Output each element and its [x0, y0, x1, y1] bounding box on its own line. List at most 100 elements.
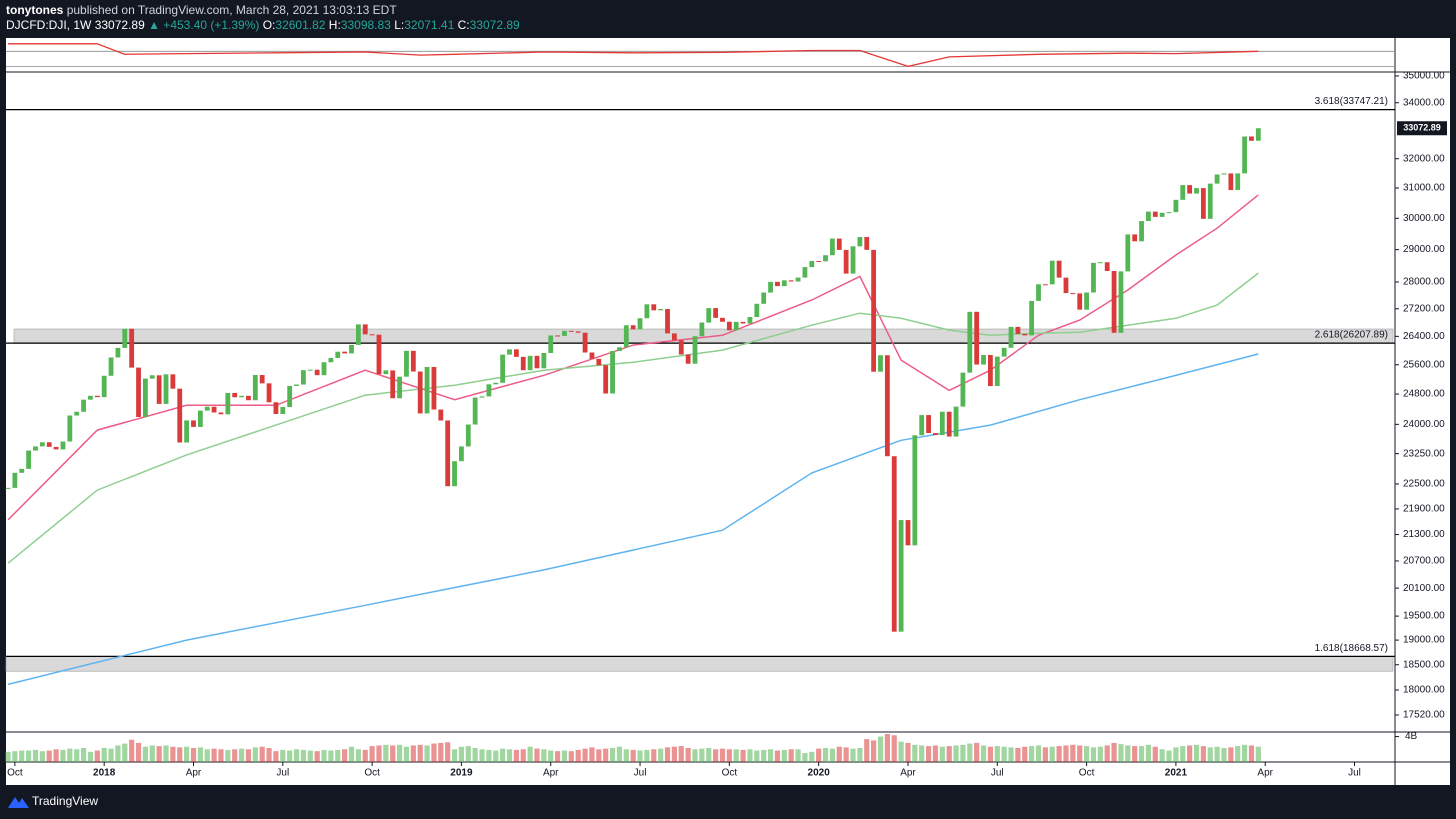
volume-bar — [534, 748, 540, 762]
candle — [417, 371, 423, 414]
candle — [933, 433, 938, 436]
candle — [184, 420, 190, 443]
x-tick-label: Oct — [364, 768, 380, 779]
candle — [301, 370, 306, 385]
y-tick-label: 34000.00 — [1403, 97, 1445, 108]
candle — [1091, 262, 1096, 293]
volume-bar — [1152, 746, 1158, 762]
volume-bar — [1056, 746, 1062, 762]
y-tick-label: 24800.00 — [1403, 389, 1445, 400]
candle — [720, 317, 725, 322]
volume-bar — [1138, 746, 1145, 762]
volume-bar — [1248, 745, 1255, 762]
volume-bar — [1049, 746, 1055, 762]
candle — [541, 352, 547, 369]
y-tick-label: 19000.00 — [1403, 635, 1445, 646]
candle — [981, 355, 986, 365]
candle — [452, 461, 457, 487]
brand[interactable]: TradingView — [32, 794, 98, 808]
volume-bar — [884, 734, 890, 762]
candle — [520, 356, 526, 371]
candle — [1180, 185, 1186, 200]
volume-bar — [500, 748, 506, 762]
candle — [1132, 234, 1138, 242]
candle — [170, 374, 176, 389]
candle — [362, 324, 368, 335]
candle — [1214, 174, 1220, 184]
volume-bar — [1159, 749, 1165, 762]
volume-bar — [94, 750, 100, 762]
candle — [706, 308, 712, 323]
x-tick-label: 2019 — [450, 768, 473, 779]
volume-bar — [101, 748, 107, 762]
volume-bar — [12, 751, 18, 762]
volume-bar — [458, 746, 465, 762]
candle — [830, 238, 835, 256]
volume-bar — [836, 746, 842, 762]
y-tick-label: 19500.00 — [1403, 611, 1445, 622]
candle — [912, 435, 918, 546]
volume-bar — [905, 742, 911, 762]
candle — [823, 255, 828, 262]
candle — [149, 375, 155, 379]
y-tick-label: 35000.00 — [1403, 71, 1445, 82]
candle — [857, 237, 863, 247]
volume-bar — [486, 749, 492, 762]
volume-bar — [623, 749, 629, 762]
candle — [589, 352, 595, 359]
volume-bar — [513, 749, 519, 762]
volume-bar — [740, 749, 746, 762]
candle — [1111, 270, 1117, 333]
candle — [1125, 234, 1131, 272]
volume-bar — [19, 750, 25, 762]
candle — [342, 351, 348, 354]
y-tick-label: 25600.00 — [1403, 359, 1445, 370]
candle — [548, 335, 554, 353]
volume-bar — [816, 748, 822, 762]
candle — [884, 355, 890, 457]
volume-bar — [1063, 745, 1069, 762]
volume-bar — [300, 749, 307, 762]
volume-bar — [266, 748, 272, 762]
volume-bar — [348, 746, 355, 762]
volume-bar — [946, 746, 952, 762]
candle — [507, 349, 512, 355]
x-tick-label: Oct — [1079, 768, 1095, 779]
candle — [1118, 271, 1124, 333]
candle — [211, 406, 217, 413]
volume-bar — [115, 745, 121, 762]
author: tonytones — [6, 3, 64, 17]
volume-bar — [809, 751, 815, 762]
candle — [1159, 212, 1165, 217]
candle — [88, 395, 93, 400]
x-tick-label: 2021 — [1165, 768, 1188, 779]
volume-bar — [328, 750, 334, 762]
x-tick-label: Apr — [186, 768, 202, 779]
volume-bar — [383, 744, 389, 762]
volume-bar — [692, 749, 698, 762]
candle — [850, 246, 856, 274]
volume-bar — [761, 749, 767, 762]
volume-bar — [575, 749, 581, 762]
y-tick-label: 20100.00 — [1403, 583, 1445, 594]
candle — [136, 367, 141, 418]
candle — [225, 392, 231, 415]
candle — [280, 406, 286, 414]
candle — [665, 309, 670, 334]
x-tick-label: Apr — [543, 768, 559, 779]
volume-bar — [589, 747, 595, 762]
candle — [122, 328, 128, 348]
volume-bar — [898, 741, 904, 762]
volume-bar — [616, 746, 623, 762]
volume-bar — [795, 749, 801, 762]
candle — [802, 267, 808, 278]
y-tick-label: 21300.00 — [1403, 529, 1445, 540]
candle — [143, 378, 148, 418]
volume-bar — [197, 747, 203, 762]
candle — [527, 355, 533, 371]
volume-bar — [1221, 748, 1227, 762]
volume-tick-label: 4B — [1405, 731, 1418, 742]
volume-bar — [287, 750, 293, 762]
volume-bar — [603, 748, 609, 762]
volume-bar — [664, 747, 671, 762]
